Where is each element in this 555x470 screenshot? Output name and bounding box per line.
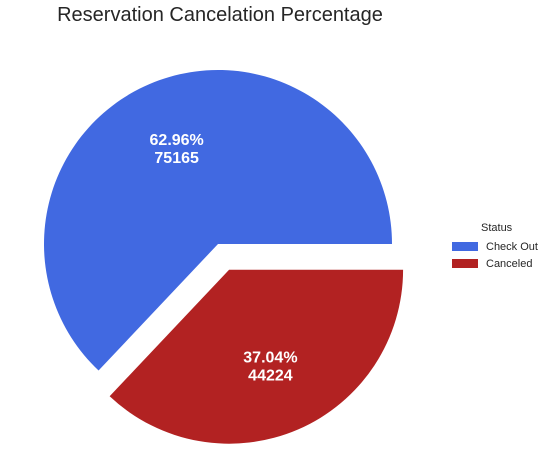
pie-slice-canceled bbox=[109, 269, 404, 444]
legend: Status Check Out Canceled bbox=[448, 222, 538, 272]
chart-title: Reservation Cancelation Percentage bbox=[57, 4, 383, 26]
legend-item-canceled: Canceled bbox=[448, 255, 538, 272]
pie-slice-check-out bbox=[43, 70, 393, 371]
pie-chart: 62.96%75165 37.04%44224 bbox=[43, 70, 404, 444]
legend-item-check-out: Check Out bbox=[448, 238, 538, 255]
slice-percent-label: 62.96% bbox=[150, 132, 204, 149]
legend-swatch-canceled bbox=[452, 259, 478, 268]
legend-label-canceled: Canceled bbox=[486, 257, 533, 270]
slice-percent-label: 37.04% bbox=[243, 350, 297, 367]
slice-value-label: 44224 bbox=[248, 368, 293, 385]
slice-value-label: 75165 bbox=[154, 150, 199, 167]
legend-label-check-out: Check Out bbox=[486, 240, 538, 253]
legend-title: Status bbox=[481, 222, 513, 234]
legend-swatch-check-out bbox=[452, 242, 478, 251]
